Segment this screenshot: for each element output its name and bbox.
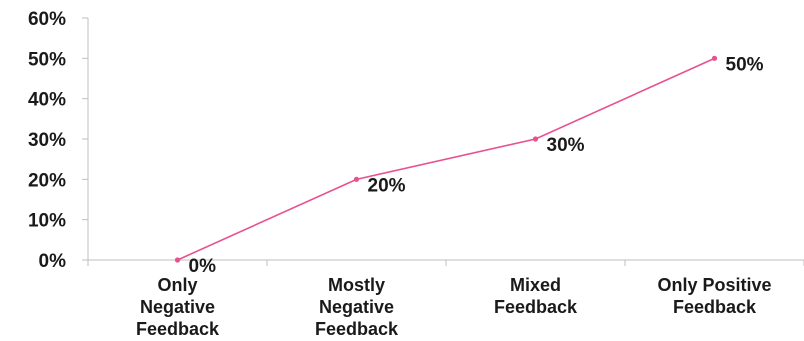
x-tick-label-line: Mostly (328, 275, 385, 295)
data-point (174, 257, 181, 263)
y-tick-label: 0% (39, 251, 67, 272)
y-tick-label: 20% (28, 170, 66, 191)
y-tick-label: 60% (28, 9, 66, 30)
y-tick-label: 40% (28, 90, 66, 111)
y-axis-ticks: 0% 10% 20% 30% 40% 50% 60% (28, 9, 88, 272)
y-tick-label: 50% (28, 49, 66, 70)
chart-axes (87, 18, 804, 261)
y-tick-label: 10% (28, 211, 66, 232)
x-tick-label: Only Positive Feedback (657, 275, 771, 317)
x-tick-label: Mixed Feedback (494, 275, 578, 317)
data-point (711, 55, 718, 61)
x-tick-label-line: Negative (140, 297, 215, 317)
x-tick-label-line: Feedback (136, 319, 220, 339)
x-tick-label-line: Only Positive (657, 275, 771, 295)
data-label: 0% (189, 256, 217, 277)
x-tick-label: Mostly Negative Feedback (315, 275, 399, 339)
series-layer (174, 55, 718, 263)
x-tick-label-line: Feedback (315, 319, 399, 339)
x-tick-label-line: Negative (319, 297, 394, 317)
data-labels: 0% 20% 30% 50% (189, 54, 764, 277)
series-line (177, 57, 715, 261)
x-tick-label-line: Feedback (673, 297, 757, 317)
data-point (532, 136, 539, 142)
data-point (353, 176, 360, 182)
data-label: 20% (368, 175, 406, 196)
x-tick-label-line: Feedback (494, 297, 578, 317)
data-label: 50% (726, 54, 764, 75)
y-tick-label: 30% (28, 130, 66, 151)
x-tick-label: Only Negative Feedback (136, 275, 220, 339)
data-label: 30% (547, 135, 585, 156)
x-tick-label-line: Mixed (510, 275, 561, 295)
x-tick-label-line: Only (157, 275, 197, 295)
